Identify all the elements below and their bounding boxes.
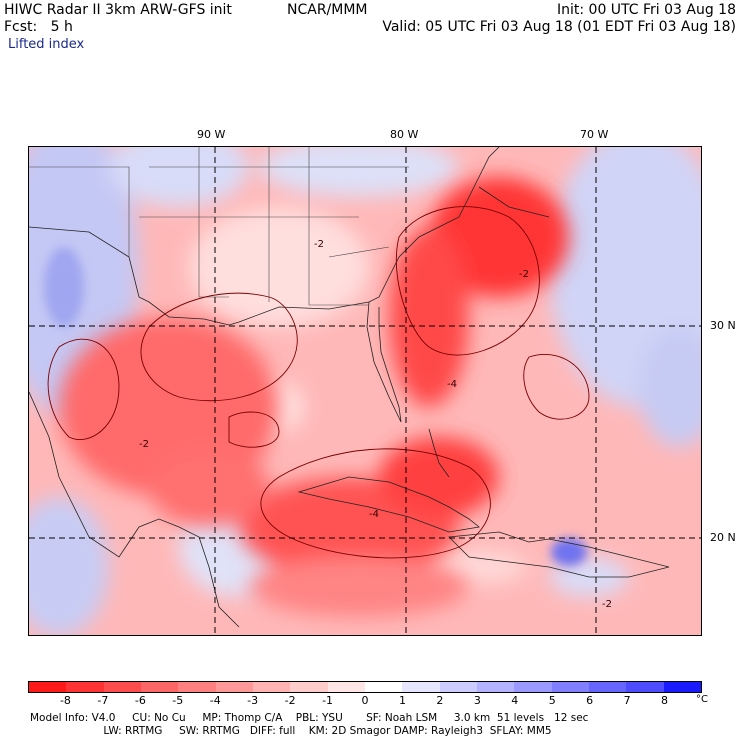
lon-label-90w: 90 W [197, 128, 226, 141]
colorbar-swatch [140, 682, 179, 692]
colorbar-swatch [178, 682, 216, 692]
contour-label: -2 [602, 599, 612, 610]
colorbar-swatch [364, 682, 403, 692]
graticule [29, 147, 701, 635]
coastlines [29, 147, 670, 628]
colorbar-swatch [29, 682, 67, 692]
contour-label: -4 [447, 379, 457, 390]
colorbar-tick-label: 1 [398, 694, 406, 707]
lon-label-70w: 70 W [580, 128, 609, 141]
state-borders [29, 147, 409, 306]
contour-label: -2 [139, 439, 149, 450]
colorbar-swatch [551, 682, 589, 692]
lat-label-30n: 30 N [710, 319, 736, 332]
forecast-hour: Fcst: 5 h [4, 19, 73, 35]
colorbar-tick-label: 2 [436, 694, 444, 707]
colorbar-tick-label: -7 [97, 694, 109, 707]
colorbar-swatch [439, 682, 477, 692]
colorbar-swatch [514, 682, 552, 692]
colorbar-tick-label: 0 [361, 694, 369, 707]
contour-label: -2 [314, 239, 324, 250]
colorbar-tick-label: 8 [661, 694, 669, 707]
colorbar [28, 681, 702, 693]
colorbar-swatch [252, 682, 291, 692]
colorbar-tick-label: 6 [586, 694, 594, 707]
colorbar-tick-label: -3 [247, 694, 259, 707]
product-title: HIWC Radar II 3km ARW-GFS init [4, 2, 232, 18]
colorbar-tick-label: 4 [511, 694, 519, 707]
field-name: Lifted index [8, 37, 85, 52]
colorbar-tick-label: -5 [172, 694, 184, 707]
valid-time: Valid: 05 UTC Fri 03 Aug 18 (01 EDT Fri … [382, 19, 736, 35]
colorbar-tick-label: -8 [59, 694, 71, 707]
lat-label-20n: 20 N [710, 531, 736, 544]
lon-label-80w: 80 W [390, 128, 419, 141]
colorbar-swatch [626, 682, 664, 692]
colorbar-tick-label: -1 [322, 694, 334, 707]
contour-lines [47, 206, 590, 559]
model-info-line1: Model Info: V4.0 CU: No Cu MP: Thomp C/A… [30, 712, 589, 724]
colorbar-tick-label: -4 [209, 694, 221, 707]
colorbar-swatch [663, 682, 701, 692]
colorbar-swatch [402, 682, 440, 692]
colorbar-swatch [588, 682, 627, 692]
lifted-index-map: -2 -4 -2 -2 -4 -2 [28, 146, 702, 636]
colorbar-swatch [476, 682, 515, 692]
contour-label: -2 [519, 269, 529, 280]
colorbar-swatch [327, 682, 365, 692]
contour-label: -4 [369, 509, 379, 520]
contour-label-group: -2 -4 -2 -2 -4 -2 [139, 239, 612, 610]
colorbar-tick-label: 7 [623, 694, 631, 707]
init-time: Init: 00 UTC Fri 03 Aug 18 [556, 2, 736, 18]
colorbar-swatch [103, 682, 141, 692]
colorbar-tick-label: 3 [473, 694, 481, 707]
colorbar-tick-label: 5 [548, 694, 556, 707]
colorbar-tick-label: -6 [134, 694, 146, 707]
colorbar-unit: °C [696, 694, 708, 705]
model-info-line2: LW: RRTMG SW: RRTMG DIFF: full KM: 2D Sm… [30, 725, 552, 737]
organization-label: NCAR/MMM [287, 2, 368, 18]
map-canvas: -2 -4 -2 -2 -4 -2 [29, 147, 701, 635]
colorbar-swatch [215, 682, 253, 692]
colorbar-swatch [290, 682, 328, 692]
colorbar-swatch [66, 682, 104, 692]
colorbar-tick-label: -2 [284, 694, 296, 707]
